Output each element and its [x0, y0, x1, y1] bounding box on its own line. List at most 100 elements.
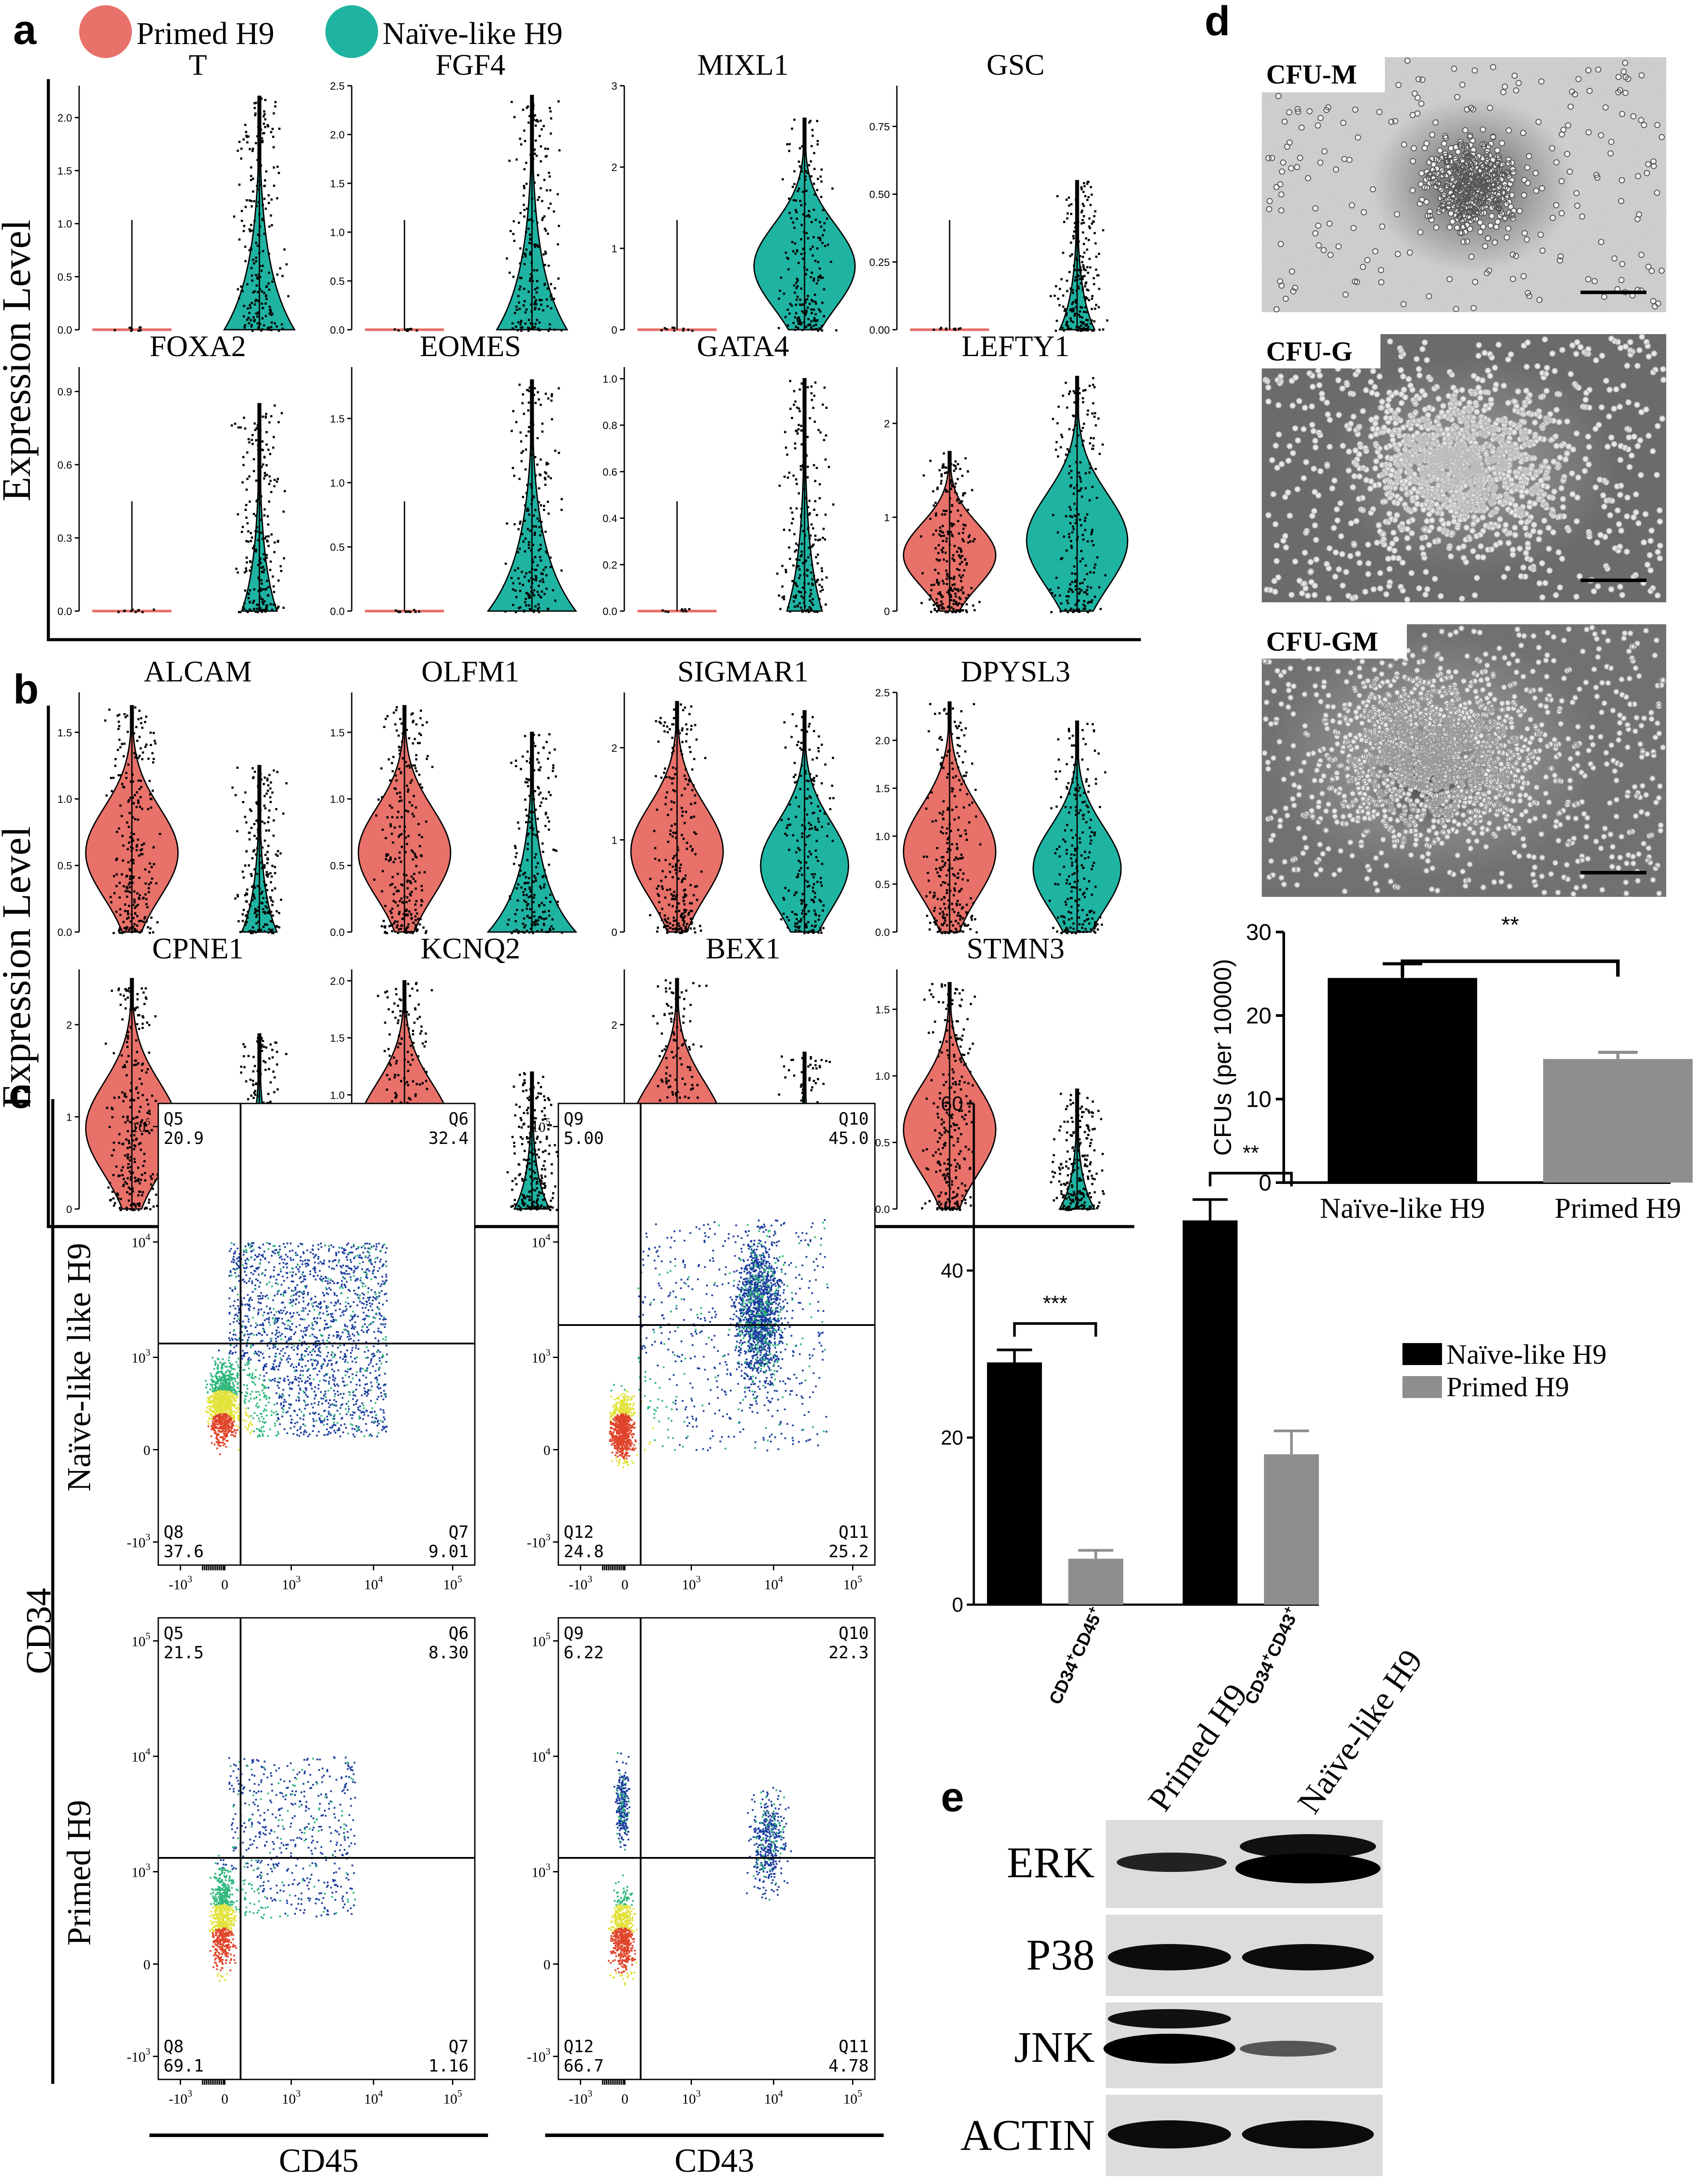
- flow-y-tick-label: -103: [527, 1532, 550, 1551]
- colony-label-cfu-m: CFU-M: [1266, 60, 1357, 90]
- violin-tick-label: 0: [612, 927, 617, 939]
- gene-title-fgf4: FGF4: [436, 48, 506, 81]
- bar-c-primed-2: [1264, 1454, 1319, 1605]
- quadrant-id-tr: Q6: [448, 1624, 469, 1643]
- violin-tick-label: 1.0: [330, 1089, 345, 1101]
- flow-y-tick-label: 105: [532, 1631, 550, 1649]
- bar-d-primed: [1543, 1059, 1693, 1183]
- western-blot: Primed H9 Naïve-like H9 ERK P38 JNK ACTI…: [960, 1643, 1430, 2176]
- flow-y-tick-label: 103: [532, 1347, 550, 1366]
- violin-stmn3: STMN3 0.0 0.5 1.0 1.5: [875, 932, 1105, 1216]
- violin-panel-a: T 0.0 0.5 1.0 1.5 2.0 FGF4 0.0 0.5 1.0 1.5 2.0 2.5 MI…: [58, 48, 1129, 618]
- flow-minor-ticks: [602, 2079, 624, 2085]
- violin-points: [376, 982, 561, 1211]
- flow-events-peak: [208, 1413, 239, 1455]
- legend-swatch-naive: [1402, 1343, 1442, 1365]
- gene-title-cpne1: CPNE1: [152, 932, 244, 965]
- flow-events-peak: [608, 1927, 636, 1974]
- flow-minor-ticks: [602, 1565, 624, 1570]
- quadrant-id-bl: Q12: [564, 1522, 594, 1542]
- violin-tick-label: 0.6: [603, 466, 617, 478]
- panel-label-c: c: [9, 1070, 32, 1117]
- violin-points: [649, 703, 835, 934]
- quadrant-value-tr: 32.4: [428, 1129, 469, 1148]
- bar-d-y-label: CFUs (per 10000): [1209, 959, 1236, 1156]
- violin-gata4: GATA4 0.0 0.2 0.4 0.6 0.8 1.0: [603, 329, 834, 618]
- protein-erk: ERK: [1007, 1838, 1095, 1887]
- quadrant-value-tl: 20.9: [164, 1129, 204, 1148]
- bar-d-category-label: Primed H9: [1555, 1192, 1681, 1224]
- legend-dot-primed: [79, 5, 132, 58]
- violin-tick-label: 1: [612, 243, 617, 255]
- flow-plot-frame: [557, 1103, 876, 1566]
- bar-c-y-tick-label: 40: [941, 1259, 963, 1282]
- flow-x-tick-label: 104: [764, 2088, 783, 2107]
- flow-x-tick-label: 105: [443, 2088, 462, 2107]
- violin-tick-label: 1.0: [875, 831, 890, 843]
- bar-c-y-tick-label: 20: [941, 1426, 963, 1449]
- gene-title-sigmar1: SIGMAR1: [677, 655, 809, 688]
- bar-c-error: [1274, 1429, 1309, 1454]
- violin-tick-label: 1: [884, 512, 890, 524]
- gene-title-gata4: GATA4: [697, 329, 789, 363]
- violin-points: [373, 706, 563, 934]
- legend-label-primed: Primed H9: [136, 16, 274, 51]
- quadrant-id-tr: Q10: [838, 1109, 869, 1129]
- gene-title-dpysl3: DPYSL3: [961, 655, 1070, 688]
- panel-label-a: a: [13, 7, 37, 53]
- band-jnk-primed-upper: [1108, 2009, 1231, 2028]
- flow-y-tick-label: -103: [127, 1532, 150, 1551]
- band-erk-naive-lower: [1235, 1853, 1380, 1883]
- flow-plot-frame: [557, 1617, 876, 2080]
- western-lane-primed: Primed H9: [1141, 1677, 1255, 1818]
- colony-cells: [1261, 624, 1667, 897]
- gene-title-eomes: EOMES: [420, 329, 521, 363]
- violin-tick-label: 0.50: [869, 189, 890, 201]
- violin-mixl1: MIXL1 0 1 2 3: [612, 48, 856, 336]
- flow-x-tick-label: 104: [764, 1573, 783, 1592]
- bar-c-significance-bracket: [1013, 1322, 1097, 1337]
- flow-events-high: [209, 1904, 237, 1982]
- quadrant-value-tr: 45.0: [828, 1129, 869, 1148]
- violin-tick-label: 1: [612, 834, 617, 846]
- bar-c-primed-1: [1068, 1558, 1123, 1605]
- violin-points: [117, 404, 286, 613]
- violin-foxa2: FOXA2 0.0 0.3 0.6 0.9: [58, 329, 286, 618]
- flow-y-axis-label: CD34: [18, 1588, 58, 1674]
- bar-c-significance-bracket: [1209, 1172, 1293, 1187]
- violin-tick-label: 1.0: [330, 477, 345, 489]
- violin-tick-label: 0: [66, 1204, 72, 1216]
- violin-fgf4: FGF4 0.0 0.5 1.0 1.5 2.0 2.5: [330, 48, 568, 336]
- flow-x-tick-label: -103: [569, 2088, 593, 2107]
- violin-tick-label: 0.2: [603, 559, 617, 571]
- panel-label-e: e: [941, 1774, 964, 1821]
- flow-x-tick-label: 0: [621, 2091, 628, 2107]
- violin-sigmar1: SIGMAR1 0 1 2: [612, 655, 849, 939]
- quadrant-id-tl: Q9: [564, 1109, 584, 1129]
- violin-tick-label: 0.25: [869, 257, 890, 269]
- violin-tick-label: 2.5: [330, 80, 345, 92]
- gene-title-stmn3: STMN3: [967, 932, 1065, 965]
- violin-points: [920, 377, 1107, 613]
- quadrant-id-br: Q7: [448, 1522, 469, 1542]
- bar-c-y-tick-label: 60: [941, 1092, 963, 1115]
- quadrant-id-br: Q7: [448, 2037, 469, 2056]
- bar-d-significance-bracket: [1401, 959, 1620, 977]
- legend-c-naive: Naïve-like H9: [1446, 1339, 1606, 1370]
- violin-tick-label: 0.5: [875, 879, 890, 891]
- colony-label-cfu-g: CFU-G: [1266, 337, 1352, 367]
- flow-y-tick-label: -103: [127, 2046, 150, 2065]
- bar-c-naive-1: [987, 1362, 1042, 1605]
- quadrant-value-tl: 21.5: [164, 1643, 204, 1662]
- gene-title-mixl1: MIXL1: [697, 48, 789, 81]
- flow-y-tick-label: 105: [532, 1116, 550, 1135]
- violin-tick-label: 0.5: [330, 860, 345, 872]
- flow-x-tick-label: 103: [282, 2088, 301, 2107]
- violin-points: [104, 706, 288, 934]
- violin-olfm1: OLFM1 0.0 0.5 1.0 1.5: [330, 655, 578, 939]
- violin-tick-label: 2: [612, 743, 617, 754]
- flow-y-tick-label: 103: [532, 1861, 550, 1880]
- flow-y-tick-label: 104: [532, 1231, 550, 1250]
- bar-c-error: [997, 1348, 1032, 1362]
